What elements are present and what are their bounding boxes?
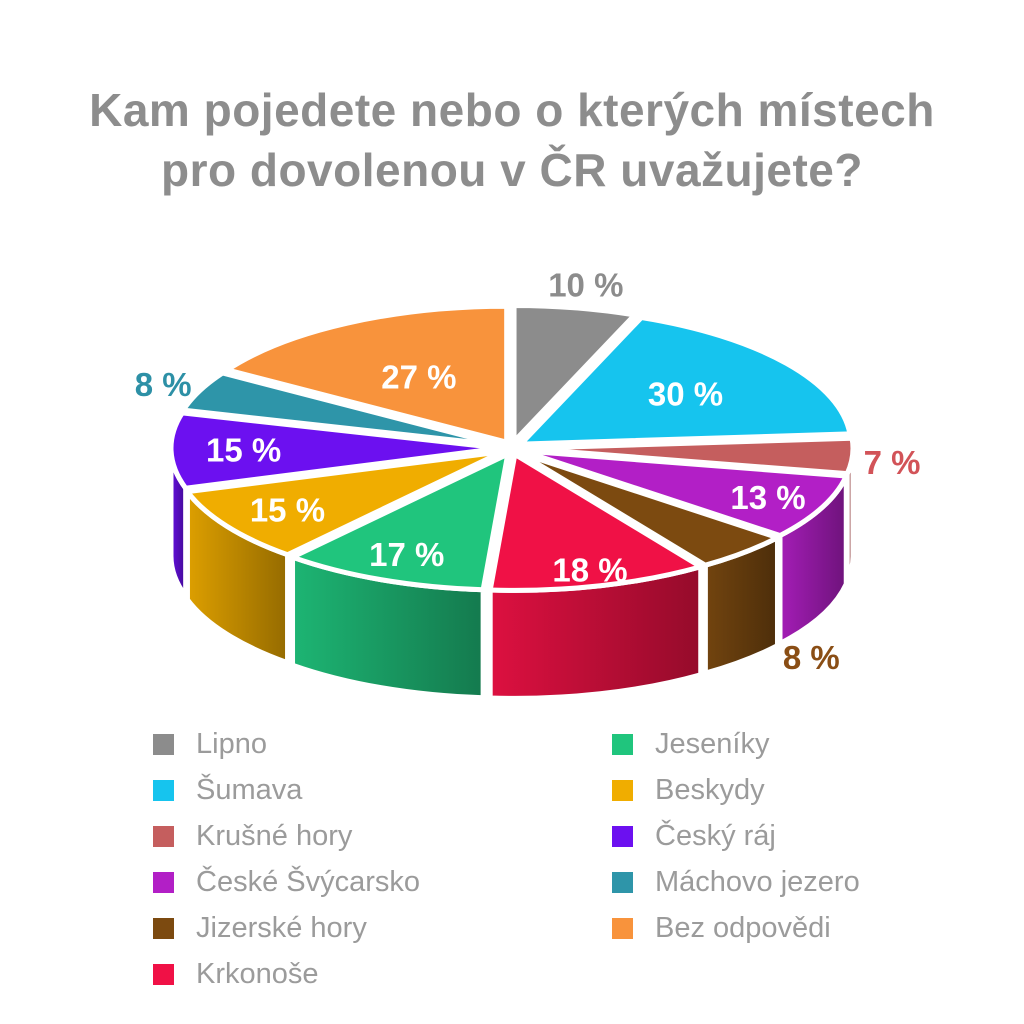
pie-slice-jizerske-hory: [516, 450, 780, 568]
pie-slice-beskydy: [184, 449, 506, 558]
legend-item-ceske-svycarsko: České Švýcarsko: [153, 859, 420, 905]
legend-item-jizerske-hory: Jizerské hory: [153, 905, 420, 951]
pie-slice-sumava: [518, 314, 853, 447]
legend-swatch-ceske-svycarsko: [153, 871, 174, 893]
pie-label-lipno: 10 %: [548, 267, 623, 304]
pie-label-cesky-raj: 15 %: [206, 432, 281, 469]
legend-swatch-lipno: [153, 733, 174, 755]
legend-label-sumava: Šumava: [196, 773, 303, 806]
pie-slice-machovo-jezero: [180, 370, 505, 448]
legend-item-bez-odpovedi: Bez odpovědi: [612, 905, 860, 951]
pie-label-beskydy: 15 %: [250, 491, 325, 528]
pie-slice-bez-odpovedi: [224, 303, 510, 445]
legend-swatch-krkonose: [153, 963, 174, 985]
pie-slice-ceske-svycarsko: [519, 448, 849, 539]
legend-label-machovo-jezero: Máchovo jezero: [655, 865, 860, 898]
legend-swatch-jeseniky: [612, 733, 633, 755]
legend-label-beskydy: Beskydy: [655, 773, 765, 806]
legend-swatch-beskydy: [612, 779, 633, 801]
legend-column-2: Jeseníky Beskydy Český ráj Máchovo jezero Be…: [612, 721, 860, 951]
pie-label-sumava: 30 %: [648, 376, 723, 413]
legend-label-jeseniky: Jeseníky: [655, 727, 770, 760]
pie-label-bez-odpovedi: 27 %: [381, 358, 456, 395]
legend-item-cesky-raj: Český ráj: [612, 813, 860, 859]
pie-label-jeseniky: 17 %: [369, 536, 444, 573]
pie-slice-cesky-raj: [168, 410, 504, 491]
pie-label-krusne-hory: 7 %: [864, 444, 921, 481]
chart-title-line-2: pro dovolenou v ČR uvažujete?: [160, 144, 863, 196]
legend-item-machovo-jezero: Máchovo jezero: [612, 859, 860, 905]
legend-label-bez-odpovedi: Bez odpovědi: [655, 911, 831, 944]
pie-slice-lipno: [511, 303, 638, 445]
legend-label-cesky-raj: Český ráj: [655, 819, 776, 852]
legend-item-beskydy: Beskydy: [612, 767, 860, 813]
legend-item-lipno: Lipno: [153, 721, 420, 767]
legend-swatch-machovo-jezero: [612, 871, 633, 893]
legend-label-ceske-svycarsko: České Švýcarsko: [196, 865, 421, 898]
legend-label-krkonose: Krkonoše: [196, 957, 319, 990]
legend-swatch-krusne-hory: [153, 825, 174, 847]
pie-slice-krusne-hory: [520, 435, 856, 477]
pie-label-ceske-svycarsko: 13 %: [730, 479, 805, 516]
legend-swatch-bez-odpovedi: [612, 917, 633, 939]
pie-slice-jeseniky: [290, 451, 511, 593]
pie-label-jizerske-hory: 8 %: [783, 639, 840, 676]
chart-title-line-1: Kam pojedete nebo o kterých místech: [89, 84, 935, 136]
pie-label-machovo-jezero: 8 %: [135, 366, 192, 403]
legend-item-jeseniky: Jeseníky: [612, 721, 860, 767]
legend-label-krusne-hory: Krušné hory: [196, 819, 353, 852]
legend-item-krusne-hory: Krušné hory: [153, 813, 420, 859]
legend-swatch-sumava: [153, 779, 174, 801]
legend-column-1: Lipno Šumava Krušné hory České Švýcarsko Jiz…: [153, 721, 420, 997]
legend-item-krkonose: Krkonoše: [153, 951, 420, 997]
chart-title: Kam pojedete nebo o kterých místech pro …: [0, 80, 1024, 200]
pie-slice-krkonose: [487, 451, 704, 593]
legend-item-sumava: Šumava: [153, 767, 420, 813]
legend-label-jizerske-hory: Jizerské hory: [196, 911, 367, 944]
legend-label-lipno: Lipno: [196, 727, 267, 760]
legend-swatch-cesky-raj: [612, 825, 633, 847]
pie-label-krkonose: 18 %: [552, 552, 627, 589]
legend-swatch-jizerske-hory: [153, 917, 174, 939]
